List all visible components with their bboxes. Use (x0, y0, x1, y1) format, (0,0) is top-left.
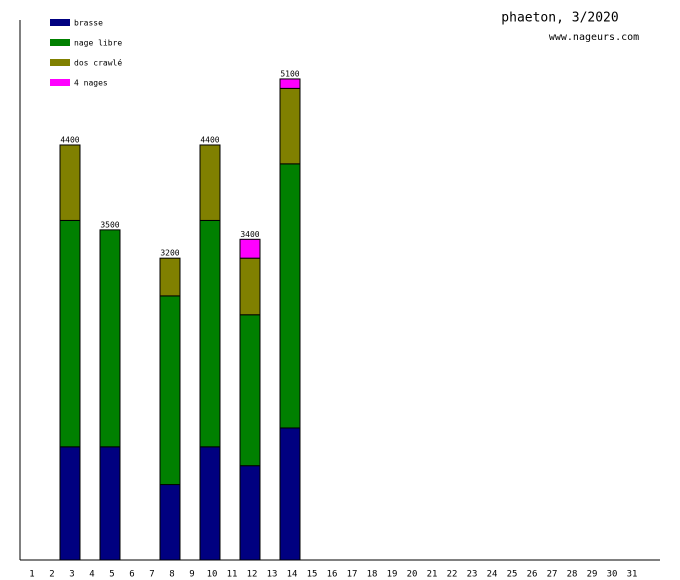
total-label: 3500 (100, 220, 119, 229)
x-tick-label: 5 (109, 570, 114, 580)
legend-label: 4 nages (74, 79, 108, 88)
bar-segment (99, 229, 121, 448)
x-tick-label: 3 (69, 570, 74, 580)
legend-swatch (50, 59, 70, 66)
bar-segment (159, 484, 181, 561)
x-tick-label: 21 (427, 570, 438, 580)
total-label: 3200 (160, 249, 179, 258)
legend-label: nage libre (74, 39, 122, 48)
bar-segment (279, 87, 301, 165)
bar-segment (59, 219, 81, 448)
bar-segment (59, 446, 81, 561)
x-tick-label: 30 (607, 570, 618, 580)
bar-segment (199, 219, 221, 448)
x-tick-label: 2 (49, 570, 54, 580)
x-tick-label: 22 (447, 570, 458, 580)
total-label: 4400 (60, 135, 79, 144)
chart-title: phaeton, 3/2020 (501, 11, 618, 26)
bar-segment (239, 238, 261, 259)
x-tick-label: 4 (89, 570, 94, 580)
bar-segment (159, 295, 181, 486)
x-tick-label: 18 (367, 570, 378, 580)
x-tick-label: 26 (527, 570, 538, 580)
x-tick-label: 13 (267, 570, 278, 580)
x-tick-label: 10 (207, 570, 218, 580)
bar-segment (99, 446, 121, 561)
chart-subtitle: www.nageurs.com (549, 32, 639, 43)
bar-segment (199, 144, 221, 221)
bar-segment (239, 314, 261, 467)
x-tick-label: 1 (29, 570, 34, 580)
bar-segment (279, 78, 301, 89)
legend-swatch (50, 39, 70, 46)
bar-segment (199, 446, 221, 561)
x-tick-label: 25 (507, 570, 518, 580)
x-tick-label: 11 (227, 570, 238, 580)
x-tick-label: 7 (149, 570, 154, 580)
bar-segment (239, 465, 261, 561)
legend-label: dos crawlé (74, 58, 122, 68)
x-tick-label: 8 (169, 570, 174, 580)
x-tick-label: 14 (287, 570, 298, 580)
total-label: 3400 (240, 230, 259, 239)
x-tick-label: 28 (567, 570, 578, 580)
x-tick-label: 12 (247, 570, 258, 580)
legend-label: brasse (74, 19, 103, 28)
x-tick-label: 19 (387, 570, 398, 580)
bar-segment (239, 257, 261, 316)
x-tick-label: 20 (407, 570, 418, 580)
bar-segment (279, 163, 301, 429)
total-label: 5100 (280, 69, 299, 78)
x-tick-label: 17 (347, 570, 358, 580)
x-tick-label: 27 (547, 570, 558, 580)
bar-segment (159, 257, 181, 297)
bar-segment (59, 144, 81, 221)
bar-segment (279, 427, 301, 561)
x-tick-label: 16 (327, 570, 338, 580)
x-tick-label: 29 (587, 570, 598, 580)
x-tick-label: 23 (467, 570, 478, 580)
x-tick-label: 31 (627, 570, 638, 580)
x-tick-label: 24 (487, 570, 498, 580)
legend-swatch (50, 19, 70, 26)
x-tick-label: 15 (307, 570, 318, 580)
legend-swatch (50, 79, 70, 86)
total-label: 4400 (200, 135, 219, 144)
x-tick-label: 6 (129, 570, 134, 580)
x-tick-label: 9 (189, 570, 194, 580)
